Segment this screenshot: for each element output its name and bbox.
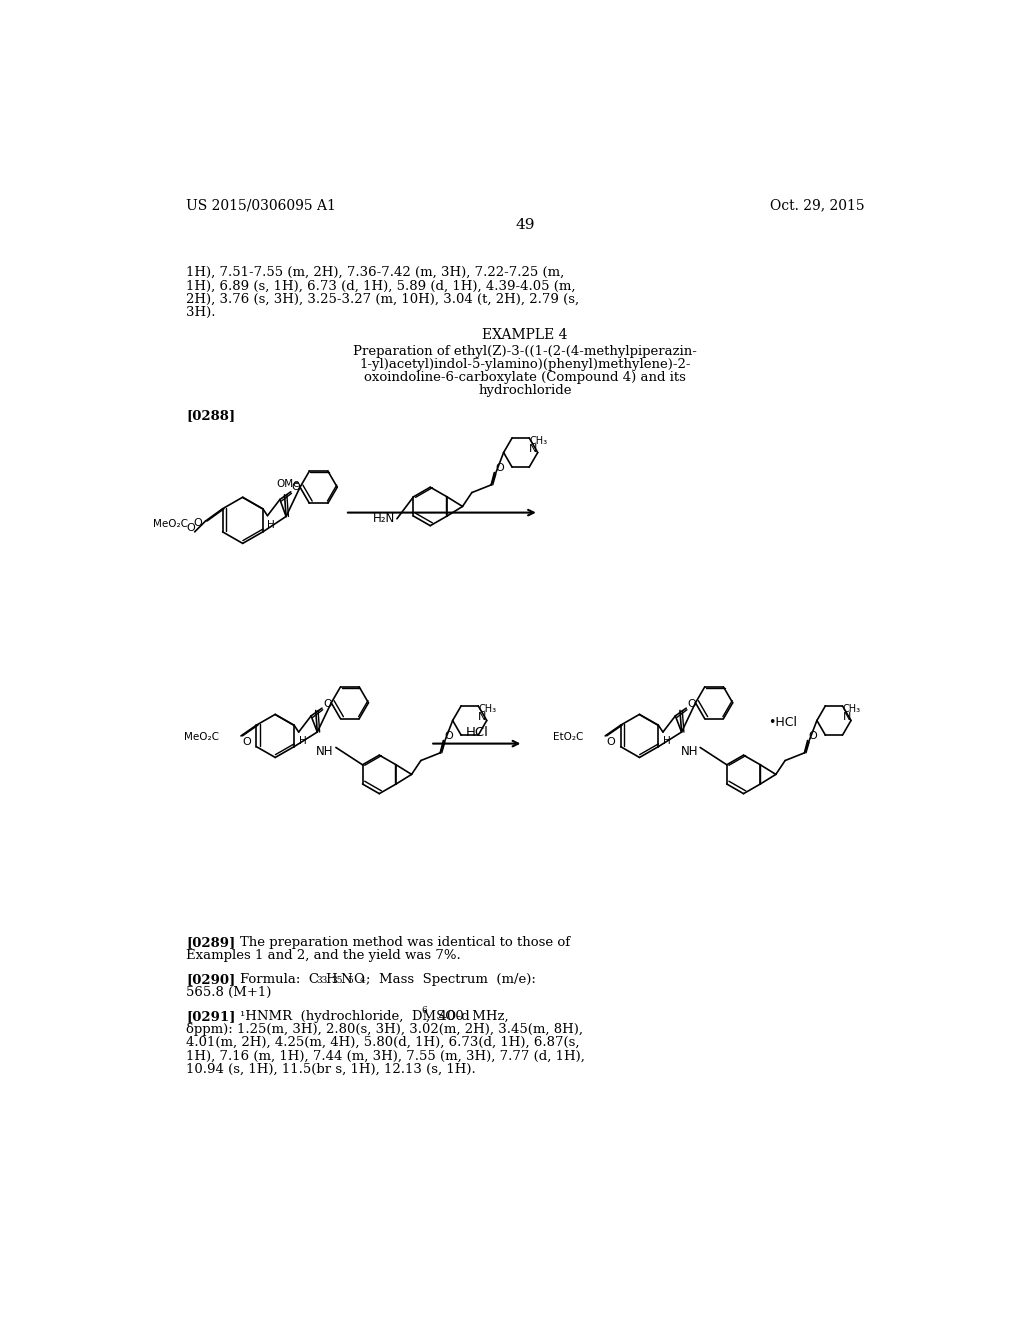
Text: H: H (325, 973, 337, 986)
Text: O: O (323, 698, 332, 709)
Text: Preparation of ethyl(Z)-3-((1-(2-(4-methylpiperazin-: Preparation of ethyl(Z)-3-((1-(2-(4-meth… (353, 345, 696, 358)
Text: O: O (444, 731, 454, 741)
Text: O: O (186, 523, 196, 533)
Text: O: O (242, 737, 251, 747)
Text: [0289]: [0289] (186, 936, 236, 949)
Text: H: H (267, 520, 275, 529)
Text: N: N (843, 711, 851, 722)
Text: 2H), 3.76 (s, 3H), 3.25-3.27 (m, 10H), 3.04 (t, 2H), 2.79 (s,: 2H), 3.76 (s, 3H), 3.25-3.27 (m, 10H), 3… (186, 293, 580, 305)
Text: N: N (340, 973, 352, 986)
Text: O: O (687, 698, 696, 709)
Text: EXAMPLE 4: EXAMPLE 4 (482, 327, 567, 342)
Text: HCl: HCl (465, 726, 488, 739)
Text: CH₃: CH₃ (478, 705, 497, 714)
Text: ,  400  MHz,: , 400 MHz, (426, 1010, 508, 1023)
Text: NH: NH (681, 744, 698, 758)
Text: [0291]: [0291] (186, 1010, 236, 1023)
Text: 1H), 7.51-7.55 (m, 2H), 7.36-7.42 (m, 3H), 7.22-7.25 (m,: 1H), 7.51-7.55 (m, 2H), 7.36-7.42 (m, 3H… (186, 267, 564, 280)
Text: •HCl: •HCl (768, 717, 797, 730)
Text: EtO₂C: EtO₂C (553, 733, 583, 742)
Text: oxoindoline-6-carboxylate (Compound 4) and its: oxoindoline-6-carboxylate (Compound 4) a… (364, 371, 686, 384)
Text: 4.01(m, 2H), 4.25(m, 4H), 5.80(d, 1H), 6.73(d, 1H), 6.87(s,: 4.01(m, 2H), 4.25(m, 4H), 5.80(d, 1H), 6… (186, 1036, 580, 1049)
Text: 5: 5 (347, 977, 353, 985)
Text: 1H), 7.16 (m, 1H), 7.44 (m, 3H), 7.55 (m, 3H), 7.77 (d, 1H),: 1H), 7.16 (m, 1H), 7.44 (m, 3H), 7.55 (m… (186, 1049, 585, 1063)
Text: O: O (496, 463, 504, 473)
Text: 10.94 (s, 1H), 11.5(br s, 1H), 12.13 (s, 1H).: 10.94 (s, 1H), 11.5(br s, 1H), 12.13 (s,… (186, 1063, 476, 1076)
Text: H₂N: H₂N (373, 512, 395, 525)
Text: O: O (606, 737, 615, 747)
Text: 49: 49 (515, 218, 535, 232)
Text: 6: 6 (421, 1006, 427, 1015)
Text: 33: 33 (316, 977, 328, 985)
Text: hydrochloride: hydrochloride (478, 384, 571, 397)
Text: O: O (352, 973, 364, 986)
Text: 1-yl)acetyl)indol-5-ylamino)(phenyl)methylene)-2-: 1-yl)acetyl)indol-5-ylamino)(phenyl)meth… (359, 358, 690, 371)
Text: Examples 1 and 2, and the yield was 7%.: Examples 1 and 2, and the yield was 7%. (186, 949, 461, 962)
Text: O: O (194, 517, 202, 528)
Text: [0290]: [0290] (186, 973, 236, 986)
Text: N: N (478, 711, 486, 722)
Text: NH: NH (316, 744, 334, 758)
Text: 4: 4 (359, 977, 366, 985)
Text: ¹HNMR  (hydrochloride,  DMSO-d: ¹HNMR (hydrochloride, DMSO-d (241, 1010, 470, 1023)
Text: [0288]: [0288] (186, 409, 236, 421)
Text: Formula:  C: Formula: C (241, 973, 319, 986)
Text: US 2015/0306095 A1: US 2015/0306095 A1 (186, 198, 336, 213)
Text: 3H).: 3H). (186, 305, 216, 318)
Text: 35: 35 (332, 977, 343, 985)
Text: Oct. 29, 2015: Oct. 29, 2015 (770, 198, 864, 213)
Text: H: H (663, 737, 671, 746)
Text: MeO₂C: MeO₂C (183, 733, 219, 742)
Text: 1H), 6.89 (s, 1H), 6.73 (d, 1H), 5.89 (d, 1H), 4.39-4.05 (m,: 1H), 6.89 (s, 1H), 6.73 (d, 1H), 5.89 (d… (186, 280, 575, 292)
Text: CH₃: CH₃ (843, 705, 860, 714)
Text: CH₃: CH₃ (529, 437, 547, 446)
Text: 565.8 (M+1): 565.8 (M+1) (186, 986, 271, 999)
Text: MeO₂C: MeO₂C (154, 519, 188, 529)
Text: H: H (299, 737, 306, 746)
Text: The preparation method was identical to those of: The preparation method was identical to … (241, 936, 570, 949)
Text: δppm): 1.25(m, 3H), 2.80(s, 3H), 3.02(m, 2H), 3.45(m, 8H),: δppm): 1.25(m, 3H), 2.80(s, 3H), 3.02(m,… (186, 1023, 583, 1036)
Text: OMe: OMe (276, 479, 300, 490)
Text: N: N (529, 444, 538, 454)
Text: ;  Mass  Spectrum  (m/e):: ; Mass Spectrum (m/e): (366, 973, 536, 986)
Text: O: O (809, 731, 817, 741)
Text: O: O (292, 482, 300, 492)
